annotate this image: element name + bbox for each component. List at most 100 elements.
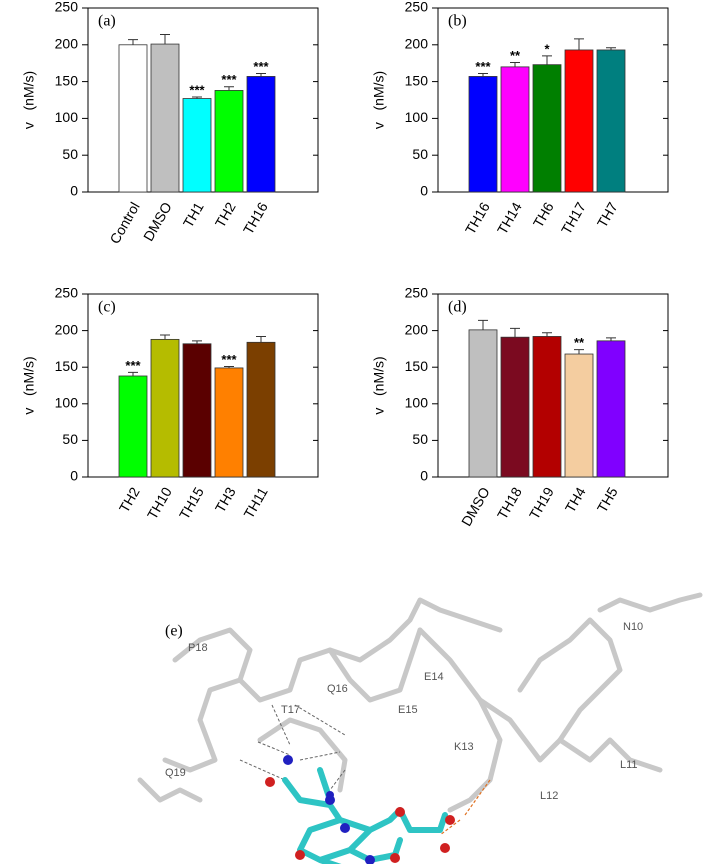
y-tick-label: 50 xyxy=(412,146,428,162)
y-tick-label: 100 xyxy=(55,395,79,411)
x-tick-label: Control xyxy=(106,199,142,246)
y-tick-label: 200 xyxy=(55,321,79,337)
significance-label: * xyxy=(544,41,550,56)
error-bar xyxy=(256,73,266,77)
error-bar xyxy=(606,337,616,341)
x-tick-label: DMSO xyxy=(140,199,175,243)
bar xyxy=(596,340,626,478)
error-bar xyxy=(256,335,266,343)
error-bar xyxy=(478,319,488,330)
bar xyxy=(596,49,626,193)
y-axis-label: v (nM/s) xyxy=(371,356,387,414)
significance-label: *** xyxy=(125,358,141,373)
residue-label: Q16 xyxy=(327,683,348,695)
x-tick-label: TH2 xyxy=(212,199,239,230)
significance-label: ** xyxy=(574,335,585,350)
x-tick-label: TH15 xyxy=(176,484,207,522)
bar xyxy=(118,44,148,193)
x-tick-label: TH14 xyxy=(494,199,525,237)
y-tick-label: 50 xyxy=(62,146,78,162)
error-bar xyxy=(510,327,520,338)
residue-label: E15 xyxy=(398,704,418,716)
y-tick-label: 0 xyxy=(70,183,78,199)
x-tick-label: TH11 xyxy=(240,484,271,521)
bar xyxy=(182,98,212,193)
x-tick-label: TH10 xyxy=(144,484,175,522)
significance-label: *** xyxy=(221,352,237,367)
error-bar xyxy=(128,371,138,376)
molecule-image xyxy=(137,592,703,864)
bar xyxy=(564,353,594,478)
error-bar xyxy=(192,340,202,344)
y-tick-label: 250 xyxy=(55,0,79,15)
error-bar xyxy=(192,96,202,99)
residue-label: T17 xyxy=(281,704,300,716)
error-bar xyxy=(160,33,170,45)
bar xyxy=(214,90,244,193)
x-tick-label: TH3 xyxy=(212,484,239,515)
bar xyxy=(182,343,212,478)
y-tick-label: 0 xyxy=(420,183,428,199)
x-tick-label: TH1 xyxy=(180,199,207,230)
bar xyxy=(500,66,530,193)
y-tick-label: 100 xyxy=(405,395,429,411)
x-tick-label: TH18 xyxy=(494,484,525,522)
error-bar xyxy=(160,334,170,340)
x-tick-label: TH16 xyxy=(240,199,271,237)
y-tick-label: 250 xyxy=(55,285,79,301)
significance-label: *** xyxy=(221,72,237,87)
bar xyxy=(532,336,562,478)
residue-label: P18 xyxy=(188,642,208,654)
x-tick-label: TH4 xyxy=(562,484,589,515)
bar xyxy=(468,329,498,478)
bar xyxy=(150,338,180,478)
x-tick-label: TH7 xyxy=(594,199,621,230)
x-tick-label: TH2 xyxy=(116,484,143,515)
bar xyxy=(118,375,148,478)
panel-label: (a) xyxy=(98,13,116,30)
bar xyxy=(214,367,244,478)
y-tick-label: 200 xyxy=(55,36,79,52)
error-bar xyxy=(224,365,234,368)
x-tick-label: DMSO xyxy=(458,484,493,528)
y-tick-label: 0 xyxy=(70,468,78,484)
bar xyxy=(246,76,276,193)
error-bar xyxy=(542,55,552,65)
significance-label: *** xyxy=(253,59,269,74)
y-tick-label: 250 xyxy=(405,285,429,301)
panel-label: (d) xyxy=(448,299,467,316)
bar xyxy=(246,341,276,478)
y-tick-label: 200 xyxy=(405,36,429,52)
x-tick-label: TH17 xyxy=(558,199,589,237)
x-tick-label: TH19 xyxy=(526,484,557,522)
residue-label: N10 xyxy=(623,621,643,633)
y-axis-label: v (nM/s) xyxy=(21,356,37,414)
error-bar xyxy=(606,47,616,50)
y-tick-label: 200 xyxy=(405,321,429,337)
significance-label: ** xyxy=(510,48,521,63)
error-bar xyxy=(542,332,552,337)
error-bar xyxy=(224,86,234,91)
panel-label: (e) xyxy=(165,623,183,640)
residue-label: E14 xyxy=(424,671,444,683)
y-tick-label: 100 xyxy=(55,109,79,125)
panel-label: (c) xyxy=(98,299,116,316)
x-tick-label: TH6 xyxy=(530,199,557,230)
y-axis-label: v (nM/s) xyxy=(21,71,37,129)
significance-label: *** xyxy=(189,82,205,97)
bar xyxy=(532,64,562,193)
y-tick-label: 150 xyxy=(55,72,79,88)
bar xyxy=(500,336,530,478)
residue-label: L12 xyxy=(540,790,558,802)
x-tick-label: TH16 xyxy=(462,199,493,237)
y-axis-label: v (nM/s) xyxy=(371,71,387,129)
y-tick-label: 150 xyxy=(55,358,79,374)
y-tick-label: 150 xyxy=(405,72,429,88)
y-tick-label: 0 xyxy=(420,468,428,484)
y-tick-label: 100 xyxy=(405,109,429,125)
error-bar xyxy=(128,39,138,45)
error-bar xyxy=(478,73,488,77)
error-bar xyxy=(574,349,584,355)
residue-label: L11 xyxy=(620,759,638,771)
